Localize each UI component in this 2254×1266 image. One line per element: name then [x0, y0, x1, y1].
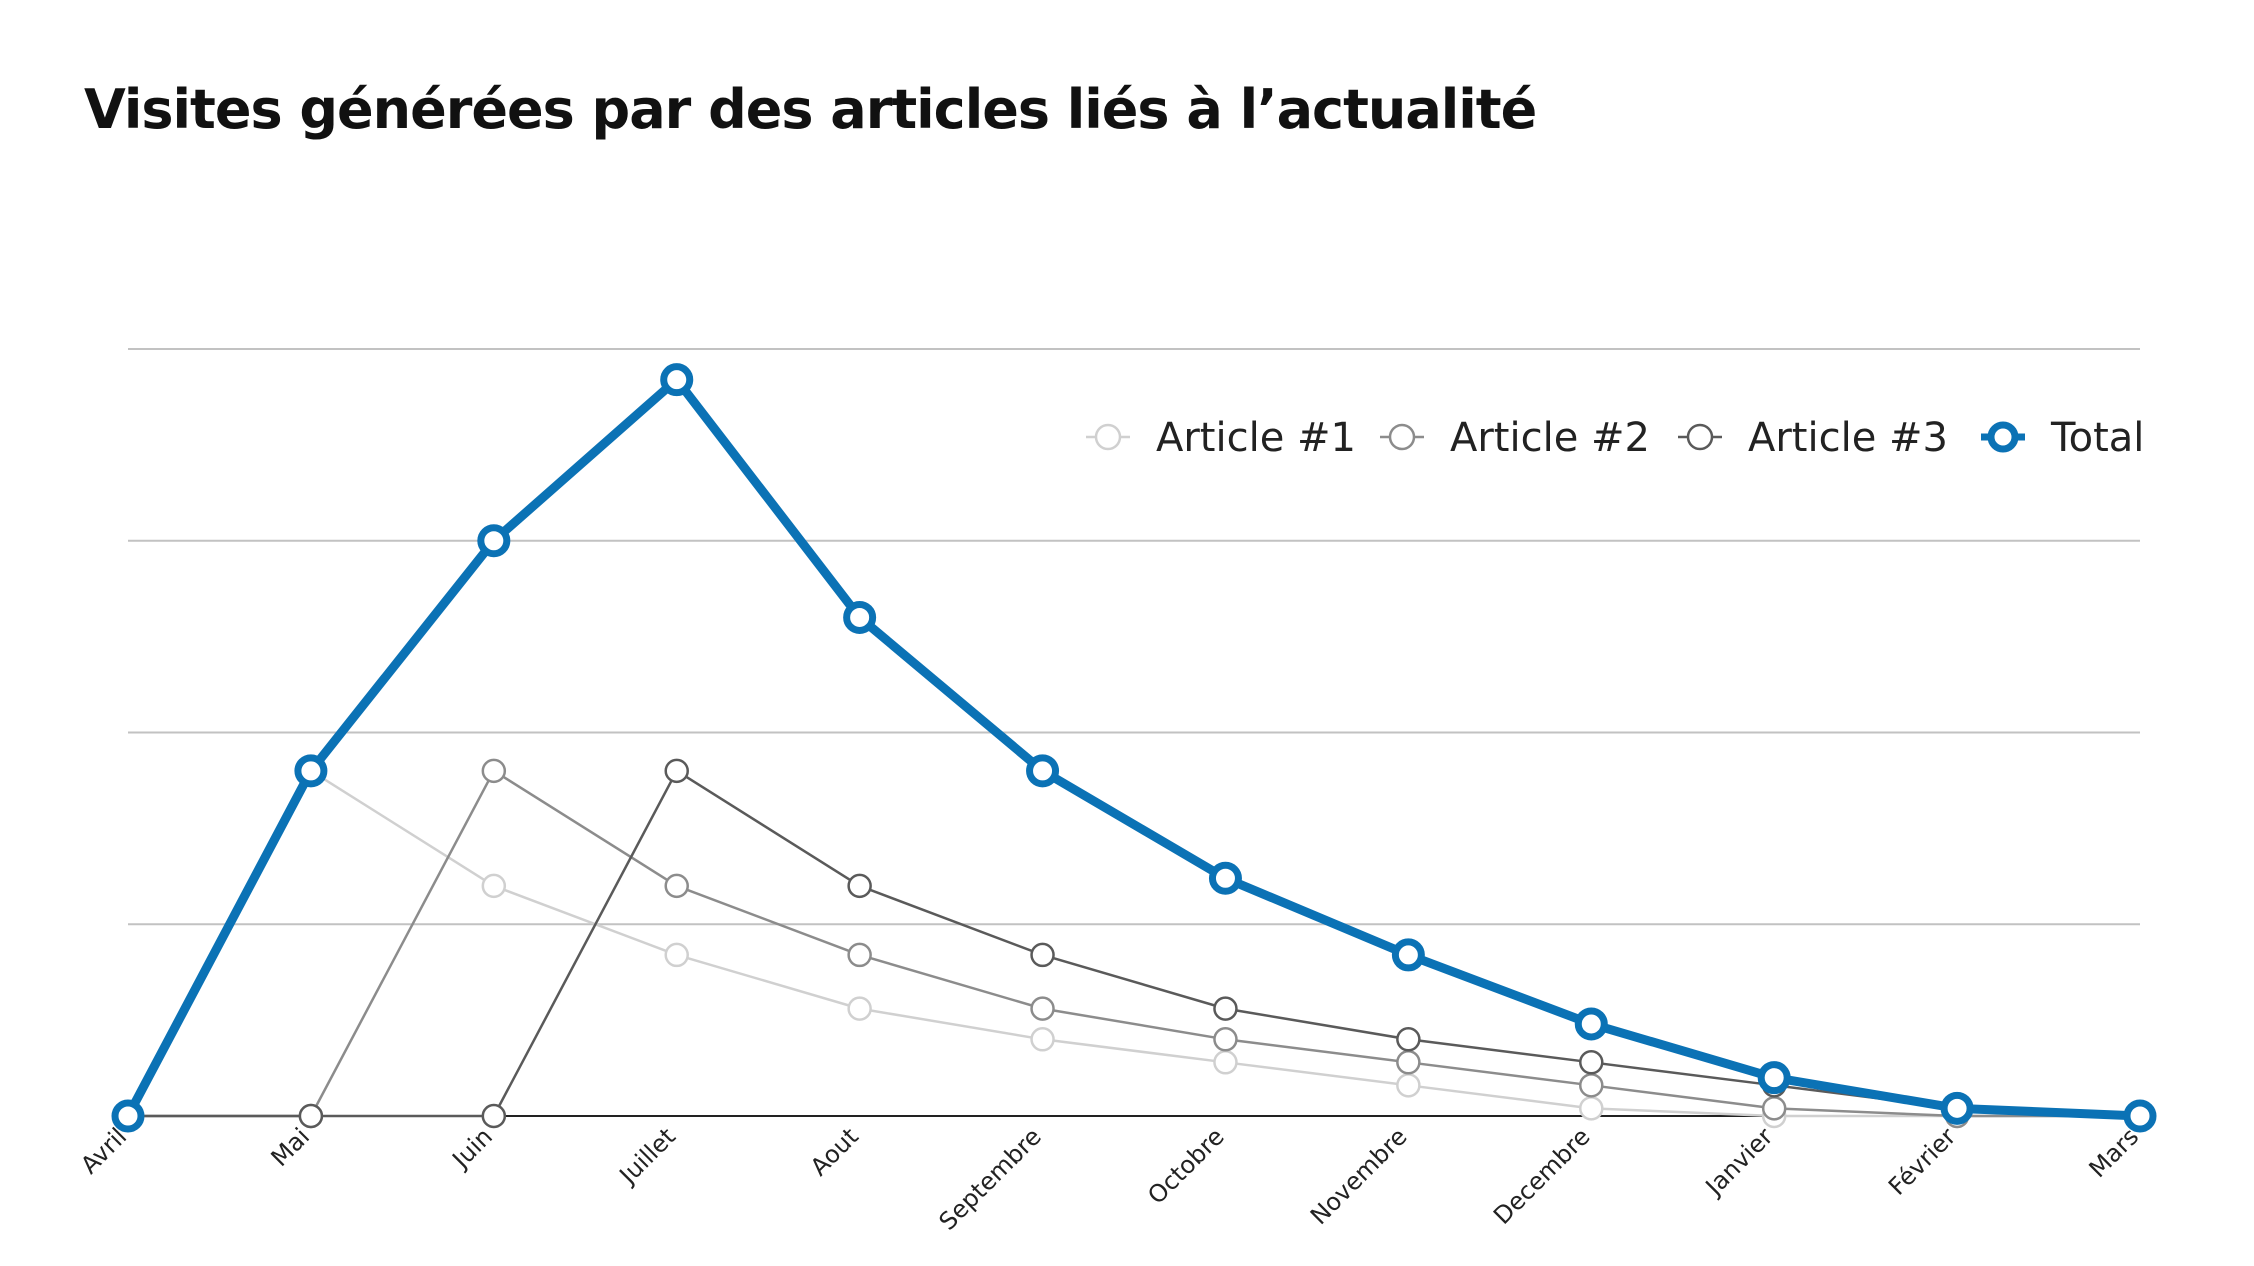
- legend-marker: [1388, 423, 1416, 451]
- data-point: [477, 524, 511, 558]
- legend-label: Article #1: [1156, 415, 1356, 461]
- x-tick-label: Juin: [446, 1122, 498, 1174]
- data-point: [1026, 754, 1060, 788]
- legend-item: Article #3: [1678, 415, 1948, 461]
- x-tick-label: Decembre: [1488, 1122, 1595, 1229]
- legend-marker: [1686, 423, 1714, 451]
- data-point: [1574, 1007, 1608, 1041]
- data-point: [1579, 1096, 1604, 1121]
- data-point: [481, 873, 507, 899]
- x-tick-label: Février: [1883, 1122, 1961, 1200]
- x-tick-label: Janvier: [1699, 1122, 1779, 1202]
- data-point: [664, 942, 689, 968]
- data-point: [1761, 1096, 1787, 1121]
- data-point: [1213, 1050, 1238, 1075]
- series-3: [115, 758, 2153, 1129]
- data-point: [660, 363, 694, 397]
- series-lines: [111, 363, 2157, 1133]
- chart-title: Visites générées par des articles liés à…: [84, 78, 1537, 141]
- x-tick-label: Novembre: [1305, 1122, 1413, 1230]
- x-tick-label: Juillet: [613, 1122, 681, 1190]
- data-point: [1757, 1061, 1791, 1095]
- x-tick-label: Octobre: [1142, 1122, 1229, 1209]
- series-line: [123, 375, 2145, 1121]
- data-point: [847, 873, 872, 899]
- data-point: [294, 754, 328, 788]
- data-point: [664, 873, 689, 899]
- data-point: [847, 942, 872, 968]
- series-line: [126, 769, 2142, 1118]
- data-point: [1030, 996, 1055, 1021]
- x-tick-labels: Avril Mai Juin Juillet Aout Septembre Octobre N…: [75, 1122, 2144, 1235]
- data-point: [1940, 1091, 1974, 1125]
- data-point: [1208, 861, 1242, 895]
- data-point: [111, 1099, 145, 1133]
- legend-label: Article #2: [1450, 415, 1650, 461]
- data-point: [843, 600, 877, 634]
- legend-marker: [1094, 423, 1122, 451]
- legend-label: Total: [2050, 415, 2144, 461]
- data-point: [847, 996, 872, 1021]
- legend-marker: [1987, 421, 2019, 453]
- series-line: [126, 769, 2142, 1118]
- legend: Article #1 Article #2 Article #3 Total: [1086, 415, 2144, 461]
- data-point: [1213, 996, 1238, 1021]
- data-point: [1396, 1027, 1421, 1052]
- data-point: [2123, 1099, 2157, 1133]
- data-point: [664, 758, 689, 784]
- data-point: [1396, 1073, 1421, 1098]
- series-4: [111, 363, 2157, 1133]
- legend-label: Article #3: [1748, 415, 1948, 461]
- data-point: [481, 1103, 507, 1129]
- data-point: [1391, 938, 1425, 972]
- series-line: [126, 769, 2142, 1118]
- data-point: [1030, 942, 1055, 968]
- legend-item: Article #1: [1086, 415, 1356, 461]
- data-point: [1579, 1050, 1604, 1075]
- gridlines: [128, 348, 2140, 926]
- legend-item: Article #2: [1380, 415, 1650, 461]
- data-point: [298, 1103, 324, 1129]
- data-point: [1213, 1027, 1238, 1052]
- x-tick-label: Septembre: [934, 1122, 1047, 1235]
- x-tick-label: Mai: [266, 1122, 316, 1172]
- data-point: [481, 758, 507, 784]
- series-1: [115, 758, 2153, 1129]
- legend-item: Total: [1981, 415, 2144, 461]
- data-point: [1579, 1073, 1604, 1098]
- x-tick-label: Aout: [805, 1122, 864, 1181]
- data-point: [1030, 1027, 1055, 1052]
- series-2: [115, 758, 2153, 1129]
- data-point: [1396, 1050, 1421, 1075]
